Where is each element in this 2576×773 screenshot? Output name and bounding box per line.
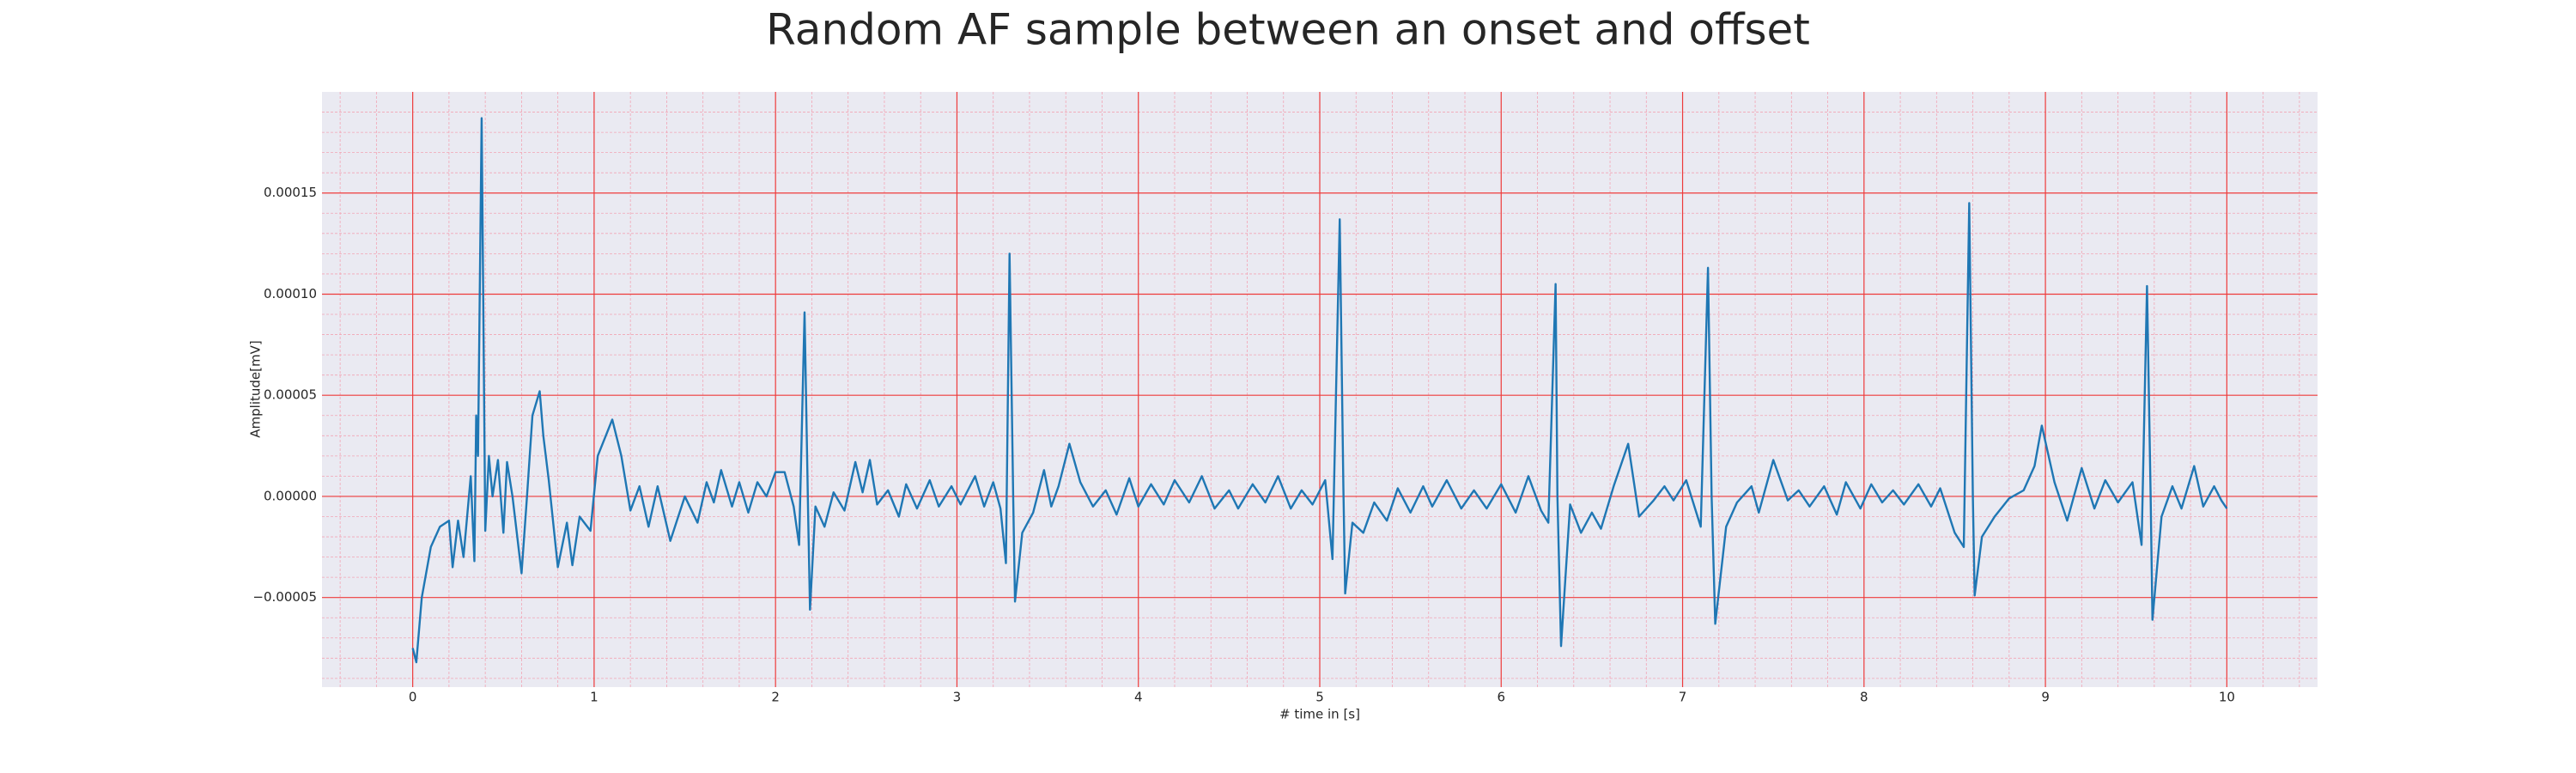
y-tick-label: 0.00010 — [264, 286, 317, 301]
x-tick-label: 10 — [2219, 690, 2235, 705]
x-tick-label: 8 — [1860, 690, 1868, 705]
x-tick-label: 6 — [1497, 690, 1505, 705]
x-tick-label: 5 — [1315, 690, 1324, 705]
x-tick-label: 1 — [590, 690, 598, 705]
x-tick-label: 2 — [771, 690, 780, 705]
line-series — [411, 117, 2228, 664]
x-tick-label: 9 — [2041, 690, 2050, 705]
x-tick-label: 3 — [953, 690, 962, 705]
y-axis-label: Amplitude[mV] — [248, 340, 264, 437]
x-tick-label: 0 — [409, 690, 417, 705]
x-tick-label: 4 — [1134, 690, 1143, 705]
x-tick-label: 7 — [1679, 690, 1687, 705]
y-tick-label: 0.00015 — [264, 185, 317, 200]
y-tick-label: 0.00000 — [264, 488, 317, 503]
chart-title: Random AF sample between an onset and of… — [766, 5, 1810, 55]
y-tick-label: −0.00005 — [252, 589, 317, 605]
y-tick-label: 0.00005 — [264, 387, 317, 403]
x-axis-label: # time in [s] — [1279, 707, 1360, 722]
